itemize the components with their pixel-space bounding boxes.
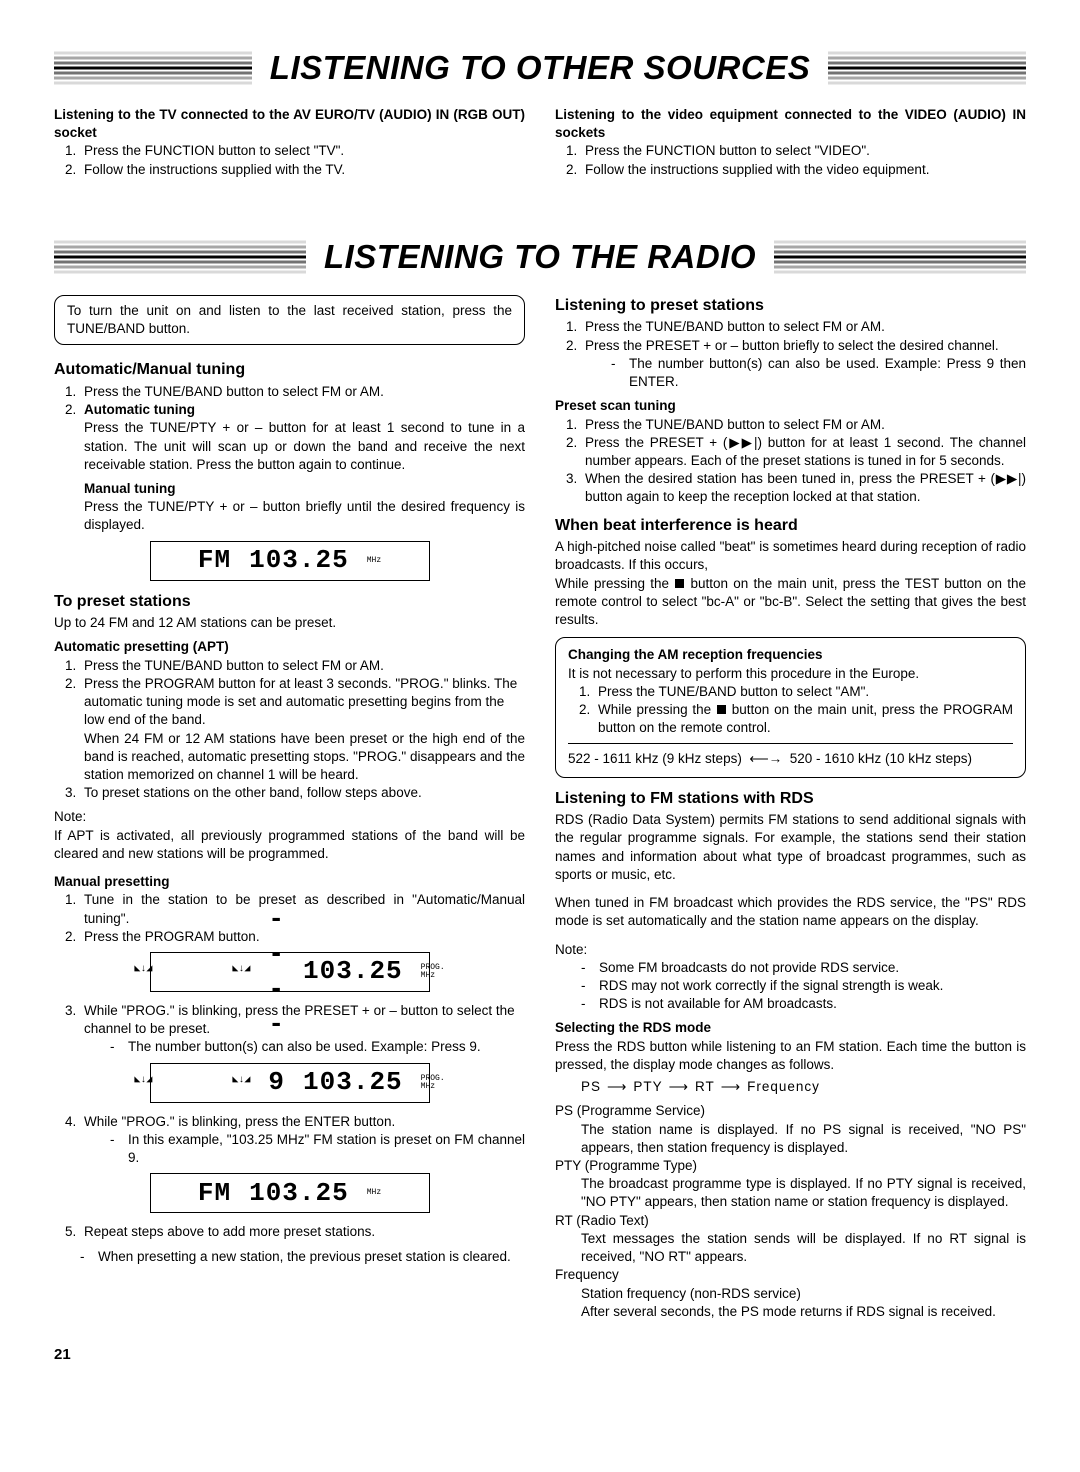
radio-columns: To turn the unit on and listen to the la… [54,295,1026,1321]
rds-p1: RDS (Radio Data System) permits FM stati… [555,811,1026,884]
stop-icon [717,705,726,714]
banner2-title: LISTENING TO THE RADIO [306,233,774,281]
mp-h: Manual presetting [54,873,525,891]
lcd3-mhz: MHz [421,1083,435,1091]
apt-1: Press the TUNE/BAND button to select FM … [80,657,525,675]
am-freq-box: Changing the AM reception frequencies It… [555,637,1026,777]
s1-right-step2: Follow the instructions supplied with th… [581,161,1026,179]
rds-sel-p: Press the RDS button while listening to … [555,1038,1026,1074]
lcd4-left: FM [198,1176,231,1211]
auto-tuning-h: Automatic tuning [84,401,525,419]
fr-h: Frequency [555,1266,1026,1284]
apt-h: Automatic presetting (APT) [54,638,525,656]
beat-p1: A high-pitched noise called "beat" is so… [555,538,1026,574]
s1-left-heading: Listening to the TV connected to the AV … [54,106,525,142]
lcd-display-1: FM 103.25 MHz [150,541,430,581]
lcd-display-3: ◣↓◢◣↓◢ 9 103.25 PROG. MHz [150,1063,430,1103]
lcd1-right: 103.25 [249,543,349,578]
mp-4d: In this example, "103.25 MHz" FM station… [110,1131,525,1167]
beat-heading: When beat interference is heard [555,515,1026,537]
rds-p2: When tuned in FM broadcast which provide… [555,894,1026,930]
rt-h: RT (Radio Text) [555,1212,1026,1230]
fr-p2: After several seconds, the PS mode retur… [581,1303,1026,1321]
lps-2d: The number button(s) can also be used. E… [611,355,1026,391]
pst-h: Preset scan tuning [555,397,1026,415]
tip-box: To turn the unit on and listen to the la… [54,295,525,345]
rds-heading: Listening to FM stations with RDS [555,788,1026,810]
lps-heading: Listening to preset stations [555,295,1026,317]
lcd-display-2: ◣↓◢◣↓◢ -- -- 103.25 PROG. MHz [150,952,430,992]
apt-3: To preset stations on the other band, fo… [80,784,525,802]
apt-2: Press the PROGRAM button for at least 3 … [80,675,525,784]
ps-p: The station name is displayed. If no PS … [581,1121,1026,1157]
section1-columns: Listening to the TV connected to the AV … [54,106,1026,179]
mp-5: Repeat steps above to add more preset st… [80,1223,525,1241]
stop-icon [675,579,684,588]
rds-sel-h: Selecting the RDS mode [555,1019,1026,1037]
mp-4: While "PROG." is blinking, press the ENT… [80,1113,525,1168]
mp-3d: The number button(s) can also be used. E… [110,1038,525,1056]
amfreq-1: Press the TUNE/BAND button to select "AM… [594,683,1013,701]
fr-p1: Station frequency (non-RDS service) [581,1285,1026,1303]
mp-1: Tune in the station to be preset as desc… [80,891,525,927]
manual-tuning-h: Manual tuning [84,480,525,498]
lcd4-right: 103.25 [249,1176,349,1211]
lcd2-mhz: MHz [421,972,435,980]
pst-1: Press the TUNE/BAND button to select FM … [581,416,1026,434]
s1-right-step1: Press the FUNCTION button to select "VID… [581,142,1026,160]
lcd2-right: 103.25 [303,954,403,989]
mp-2: Press the PROGRAM button. [80,928,525,946]
auto-manual-heading: Automatic/Manual tuning [54,359,525,381]
lcd4-mhz: MHz [367,1189,381,1197]
rt-p: Text messages the station sends will be … [581,1230,1026,1266]
mp-3: While "PROG." is blinking, press the PRE… [80,1002,525,1057]
rds-n2: RDS may not work correctly if the signal… [581,977,1026,995]
lcd1-mhz: MHz [367,557,381,565]
lcd3-left: 9 [268,1065,285,1100]
note-h: Note: [54,808,525,826]
page-number: 21 [54,1345,1026,1365]
banner-other-sources: LISTENING TO OTHER SOURCES [54,44,1026,92]
preset-heading: To preset stations [54,591,525,613]
am-step2: Automatic tuning Press the TUNE/PTY + or… [80,401,525,535]
pst-2: Press the PRESET + (▶▶|) button for at l… [581,434,1026,470]
mp-d: When presetting a new station, the previ… [80,1248,525,1266]
banner1-title: LISTENING TO OTHER SOURCES [252,44,828,92]
amfreq-2: While pressing the button on the main un… [594,701,1013,737]
rds-n1: Some FM broadcasts do not provide RDS se… [581,959,1026,977]
beat-p2: While pressing the button on the main un… [555,575,1026,630]
pty-h: PTY (Programme Type) [555,1157,1026,1175]
lps-1: Press the TUNE/BAND button to select FM … [581,318,1026,336]
lps-2: Press the PRESET + or – button briefly t… [581,337,1026,392]
lcd3-right: 103.25 [303,1065,403,1100]
note-p: If APT is activated, all previously prog… [54,827,525,863]
banner-radio: LISTENING TO THE RADIO [54,233,1026,281]
s1-left-step2: Follow the instructions supplied with th… [80,161,525,179]
amfreq-p: It is not necessary to perform this proc… [568,665,1013,683]
rds-n3: RDS is not available for AM broadcasts. [581,995,1026,1013]
pst-3: When the desired station has been tuned … [581,470,1026,506]
ps-h: PS (Programme Service) [555,1102,1026,1120]
rds-flow: PS⟶PTY⟶RT⟶Frequency [581,1078,1026,1096]
rds-note-h: Note: [555,941,1026,959]
auto-tuning-p: Press the TUNE/PTY + or – button for at … [84,419,525,474]
s1-left-step1: Press the FUNCTION button to select "TV"… [80,142,525,160]
pty-p: The broadcast programme type is displaye… [581,1175,1026,1211]
lcd2-left: -- -- [268,902,285,1042]
amfreq-h: Changing the AM reception frequencies [568,646,1013,664]
manual-tuning-p: Press the TUNE/PTY + or – button briefly… [84,498,525,534]
lcd-display-4: FM 103.25 MHz [150,1173,430,1213]
lcd1-left: FM [198,543,231,578]
preset-p: Up to 24 FM and 12 AM stations can be pr… [54,614,525,632]
amfreq-line: 522 - 1611 kHz (9 kHz steps) ⟵→ 520 - 16… [568,750,1013,768]
s1-right-heading: Listening to the video equipment connect… [555,106,1026,142]
am-step1: Press the TUNE/BAND button to select FM … [80,383,525,401]
